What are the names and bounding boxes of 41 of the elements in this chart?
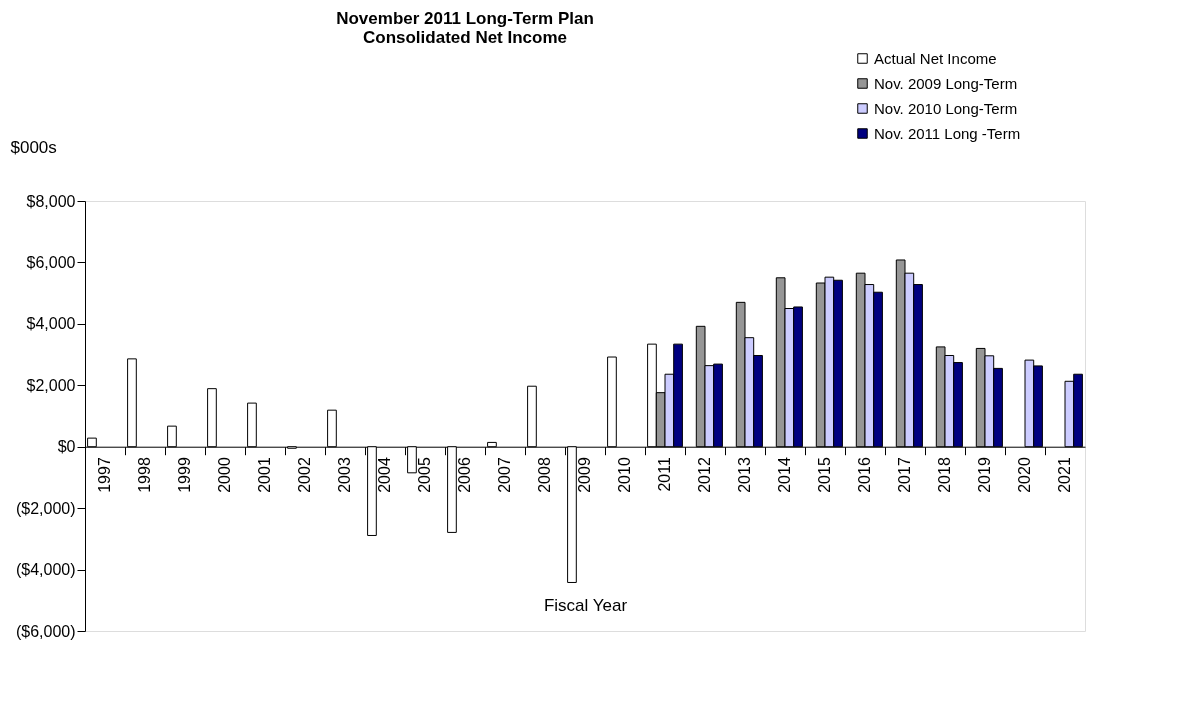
text: November 2011 Long-Term Plan bbox=[336, 9, 594, 28]
legend-label: Nov. 2009 Long-Term bbox=[874, 74, 1018, 92]
y-tick-label: $2,000 bbox=[26, 376, 76, 394]
x-tick-label: 1998 bbox=[136, 457, 153, 493]
x-tick-label: 1999 bbox=[176, 457, 193, 493]
y-tick-label: $8,000 bbox=[26, 192, 76, 210]
x-tick-label: 2019 bbox=[976, 457, 993, 493]
text: Consolidated Net Income bbox=[362, 28, 568, 47]
x-tick-label: 2002 bbox=[296, 457, 313, 493]
x-tick-label: 2011 bbox=[656, 457, 673, 492]
x-axis-title: Fiscal Year bbox=[543, 595, 628, 615]
legend-label: Nov. 2010 Long-Term bbox=[874, 99, 1018, 117]
y-tick-label: ($4,000) bbox=[15, 561, 76, 579]
x-tick-label: 2010 bbox=[616, 457, 633, 493]
x-tick-label: 2017 bbox=[896, 457, 913, 493]
x-tick-label: 2000 bbox=[216, 457, 233, 493]
x-tick-label: 2008 bbox=[536, 457, 553, 493]
x-tick-label: 2015 bbox=[816, 457, 833, 493]
x-tick-label: 2018 bbox=[936, 457, 953, 493]
x-tick-label: 2013 bbox=[736, 457, 753, 493]
x-tick-label: 2004 bbox=[376, 457, 393, 493]
x-tick-label: 2001 bbox=[256, 457, 273, 493]
x-tick-label: 2016 bbox=[856, 457, 873, 493]
x-tick-label: 2012 bbox=[696, 457, 713, 493]
x-tick-label: 2009 bbox=[576, 457, 593, 493]
x-tick-label: 2003 bbox=[336, 457, 353, 493]
y-tick-label: $0 bbox=[57, 438, 76, 456]
y-tick-label: $6,000 bbox=[26, 253, 76, 271]
x-tick-label: 1997 bbox=[96, 457, 113, 493]
y-axis-title: $000s bbox=[10, 137, 57, 157]
y-tick-label: $4,000 bbox=[26, 315, 76, 333]
x-tick-label: 2005 bbox=[416, 457, 433, 493]
x-tick-label: 2014 bbox=[776, 457, 793, 493]
x-tick-label: 2007 bbox=[496, 457, 513, 493]
x-tick-label: 2020 bbox=[1016, 457, 1033, 493]
x-tick-label: 2006 bbox=[456, 457, 473, 493]
y-tick-label: ($6,000) bbox=[15, 622, 76, 640]
x-tick-label: 2021 bbox=[1056, 457, 1073, 493]
legend-label: Nov. 2011 Long -Term bbox=[874, 124, 1021, 142]
legend-label: Actual Net Income bbox=[874, 49, 997, 67]
y-tick-label: ($2,000) bbox=[15, 499, 76, 517]
